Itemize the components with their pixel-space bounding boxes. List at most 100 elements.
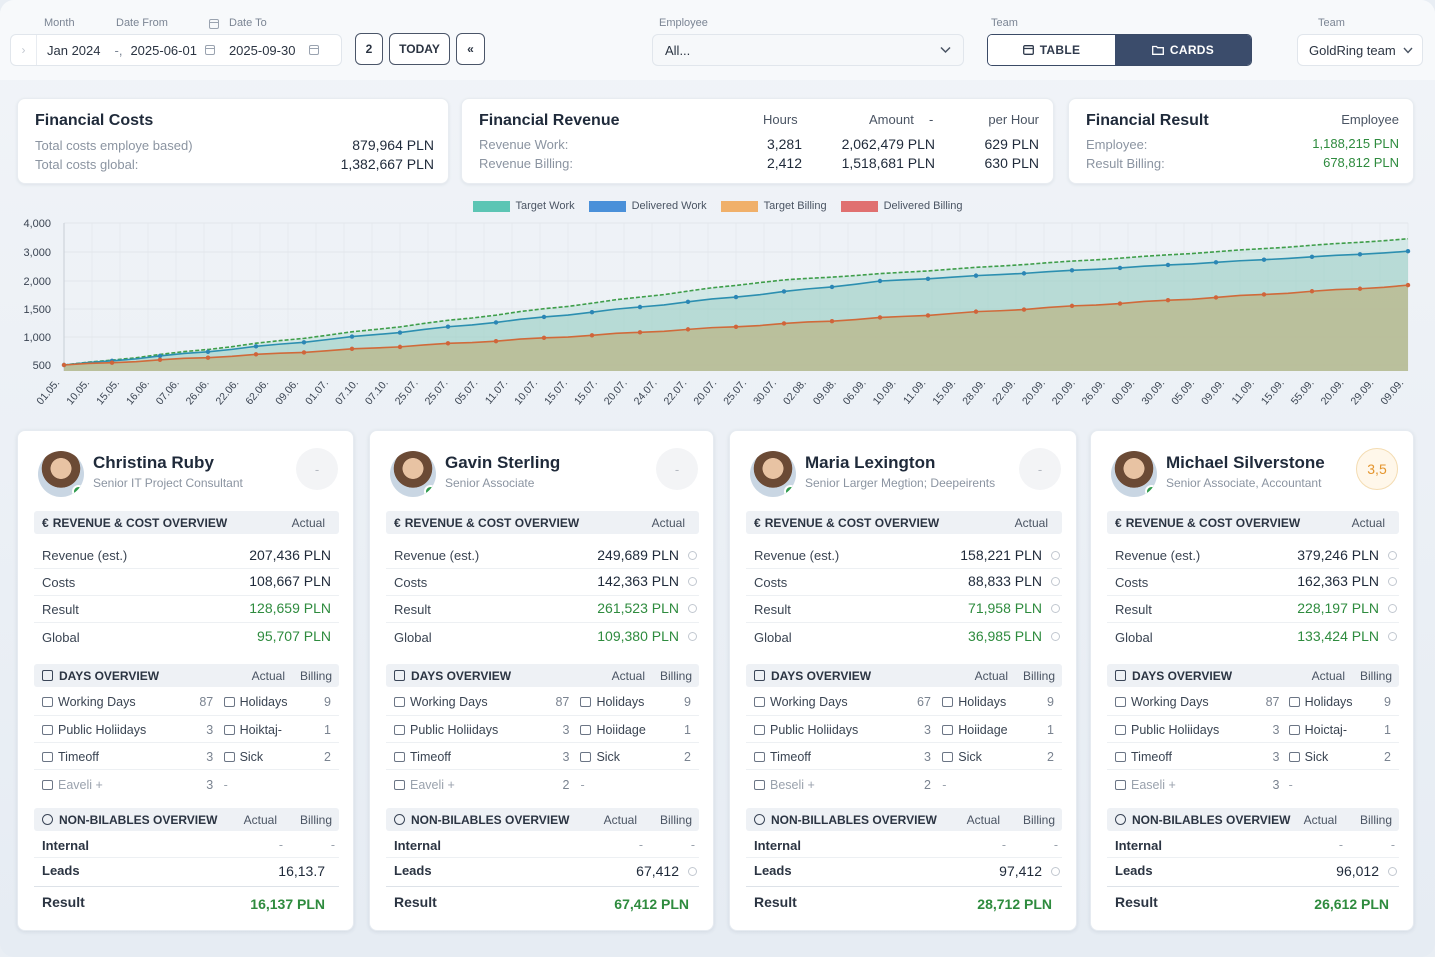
view-label: Team <box>991 17 1018 29</box>
info-icon[interactable] <box>1051 551 1060 560</box>
delivered-billing-point <box>637 330 643 335</box>
legend-delivered-billing[interactable]: Delivered Billing <box>840 200 962 212</box>
employee-card[interactable]: Michael Silverstone Senior Associate, Ac… <box>1090 430 1414 931</box>
delivered-work-point <box>541 314 547 320</box>
employee-name[interactable]: Christina Ruby <box>93 453 214 472</box>
working-days-value: 87 <box>1265 695 1280 709</box>
calendar-icon[interactable] <box>309 45 320 55</box>
delivered-work-point <box>1405 249 1411 254</box>
employee-card[interactable]: Gavin Sterling Senior Associate - € REVE… <box>369 430 714 931</box>
internal-label: Internal <box>754 838 801 853</box>
info-icon[interactable] <box>688 604 697 613</box>
public-holidays-value: 3 <box>206 723 214 737</box>
global-label: Global <box>42 630 80 645</box>
info-icon[interactable] <box>688 577 697 586</box>
date-range-picker[interactable]: › Jan 2024 -, 2025-06-01 2025-09-30 <box>10 34 342 66</box>
date-from-input[interactable]: 2025-06-01 <box>130 42 197 58</box>
info-icon[interactable] <box>1051 577 1060 586</box>
x-tick-label: 20.09. <box>1020 377 1048 407</box>
result-label: Result <box>394 602 431 617</box>
team-select[interactable]: GoldRing team <box>1297 34 1423 66</box>
cards-view-button[interactable]: CARDS <box>1115 35 1251 65</box>
financial-revenue-card: Financial Revenue Hours Amount - per Hou… <box>461 98 1054 184</box>
timeoff-value: 3 <box>562 750 570 764</box>
today-button[interactable]: TODAY <box>389 33 450 65</box>
info-icon[interactable] <box>688 632 697 641</box>
delivered-billing-point <box>1357 286 1363 291</box>
x-tick-label: 25.07. <box>423 377 451 407</box>
days-section-header: DAYS OVERVIEW Actual Billing <box>386 664 699 687</box>
umbrella-icon <box>942 697 954 707</box>
employee-name[interactable]: Maria Lexington <box>805 453 936 472</box>
info-icon[interactable] <box>688 551 697 560</box>
x-tick-label: 28.09. <box>960 377 988 407</box>
sick-icon <box>1288 752 1300 762</box>
back-button[interactable]: « <box>456 33 485 65</box>
info-icon[interactable] <box>1051 632 1060 641</box>
date-to-input[interactable]: 2025-09-30 <box>228 42 296 58</box>
rating-badge[interactable]: - <box>296 448 338 490</box>
result-employee-label: Employee: <box>1086 137 1148 152</box>
global-value: 133,424 PLN <box>1297 628 1379 644</box>
leads-value: 97,412 <box>999 863 1042 879</box>
count-button[interactable]: 2 <box>355 33 383 65</box>
x-tick-label: 62.06. <box>243 377 271 407</box>
delivered-billing-point <box>733 324 739 329</box>
briefcase-icon <box>1115 697 1126 707</box>
global-label: Global <box>754 630 792 645</box>
x-tick-label: 11.07. <box>483 377 510 406</box>
avatar <box>38 451 84 497</box>
delivered-work-point <box>1069 268 1075 273</box>
table-view-button[interactable]: TABLE <box>988 35 1115 65</box>
info-icon[interactable] <box>1388 604 1397 613</box>
calendar-icon[interactable] <box>204 45 215 55</box>
pen-icon <box>754 725 765 735</box>
holiday-secondary-value: 1 <box>324 723 331 737</box>
cards-view-label: CARDS <box>1169 43 1215 57</box>
rating-badge[interactable]: - <box>1019 448 1061 490</box>
delivered-work-point <box>1021 271 1027 276</box>
costs-label: Costs <box>1115 575 1149 590</box>
employee-role: Senior Larger Megtion; Deepeirents <box>805 476 996 490</box>
info-icon[interactable] <box>688 867 697 876</box>
employee-select[interactable]: All... <box>652 34 964 66</box>
delivered-billing-point <box>253 352 259 357</box>
range-separator: -, <box>114 42 123 58</box>
info-icon[interactable] <box>1051 604 1060 613</box>
global-label: Global <box>1115 630 1153 645</box>
non-billables-result-label: Result <box>754 894 797 910</box>
employee-card[interactable]: Maria Lexington Senior Larger Megtion; D… <box>729 430 1077 931</box>
legend-delivered-work[interactable]: Delivered Work <box>588 200 707 212</box>
legend-target-billing[interactable]: Target Billing <box>720 200 827 212</box>
delivered-billing-point <box>1021 307 1027 312</box>
legend-target-work[interactable]: Target Work <box>472 200 575 212</box>
result-value: 71,958 PLN <box>968 600 1042 616</box>
month-value[interactable]: Jan 2024 <box>47 42 101 58</box>
employee-name[interactable]: Michael Silverstone <box>1166 453 1325 472</box>
employee-role: Senior Associate <box>445 476 535 490</box>
rating-badge[interactable]: 3,5 <box>1356 448 1398 490</box>
internal-actual: - <box>278 838 283 852</box>
employee-card[interactable]: Christina Ruby Senior IT Project Consult… <box>17 430 354 931</box>
info-icon[interactable] <box>1051 867 1060 876</box>
info-icon[interactable] <box>1388 551 1397 560</box>
non-billables-result-value: 16,137 PLN <box>250 896 325 912</box>
delivered-billing-point <box>781 321 787 326</box>
info-icon[interactable] <box>1388 577 1397 586</box>
info-icon[interactable] <box>1388 632 1397 641</box>
delivered-work-point <box>205 349 211 354</box>
result-billing-label: Result Billing: <box>1086 156 1165 171</box>
internal-billing: - <box>330 838 335 852</box>
non-billables-result-value: 67,412 PLN <box>614 896 689 912</box>
view-toggle[interactable]: TABLE CARDS <box>987 34 1252 66</box>
prev-month-icon[interactable]: › <box>11 35 37 65</box>
employee-name[interactable]: Gavin Sterling <box>445 453 561 472</box>
info-icon[interactable] <box>1388 867 1397 876</box>
public-holidays-label: Public Holiidays <box>1115 723 1219 737</box>
delivered-work-point <box>973 273 979 278</box>
x-tick-label: 07.10. <box>333 377 361 407</box>
amount-sort-icon[interactable]: - <box>929 112 934 127</box>
rating-badge[interactable]: - <box>656 448 698 490</box>
y-tick-label: 2,000 <box>23 276 51 288</box>
non-billables-result-label: Result <box>42 894 85 910</box>
